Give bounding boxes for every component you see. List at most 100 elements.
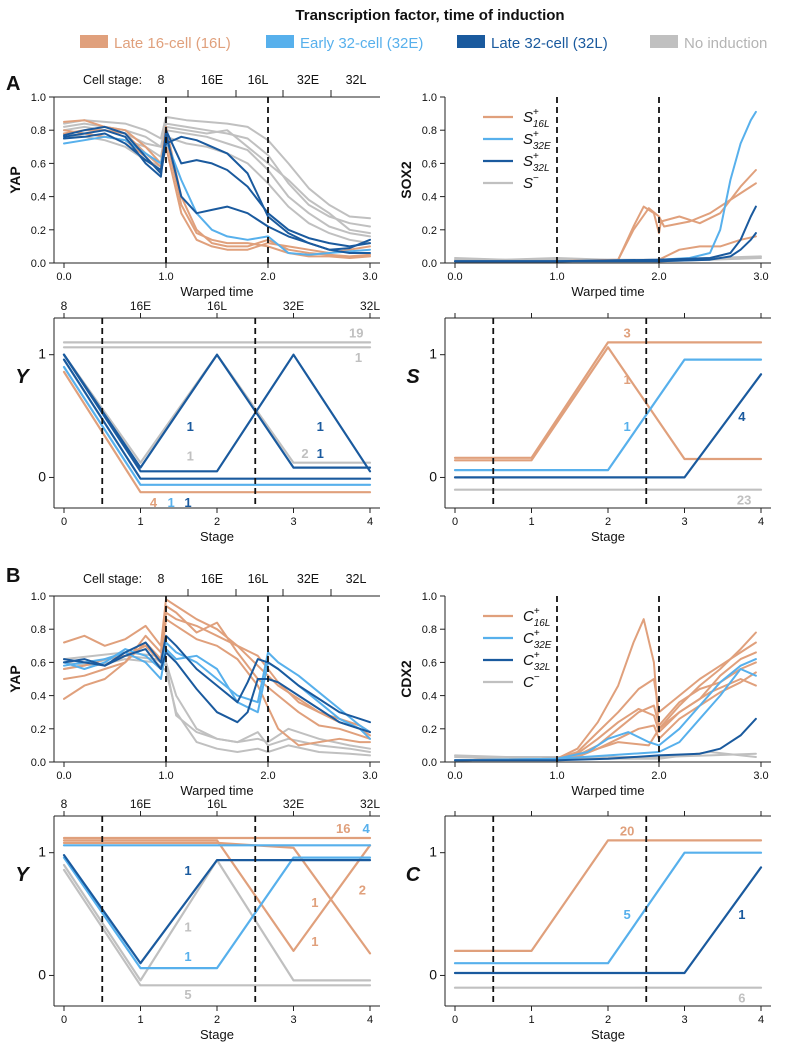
x-tick-label: 1 [528, 516, 534, 528]
x-tick-label: 4 [758, 516, 764, 528]
x-tick-label: 2 [605, 1014, 611, 1026]
x-tick-label: 1.0 [549, 271, 564, 283]
x-tick-label: 3 [681, 1014, 687, 1026]
stage-tick-label: 32L [346, 73, 367, 87]
y-tick-label: 1.0 [31, 591, 46, 603]
stage-tick-label: 32E [297, 73, 319, 87]
x-tick-label: 4 [367, 1014, 373, 1026]
series-line-c32E [62, 365, 372, 486]
x-tick-label: 1 [137, 516, 143, 528]
legend-swatch-32L [457, 35, 485, 48]
series-line-c16L [63, 611, 371, 737]
x-tick-label: 3.0 [753, 271, 768, 283]
top-stage-label: 8 [61, 797, 68, 811]
x-tick-label: 3 [681, 516, 687, 528]
count-label: 16 [336, 821, 350, 836]
x-axis-label: Warped time [571, 284, 644, 299]
chart-B-yap: 0.0 1.0 2.0 3.0 Warped time 0.0 0.2 0.4 0.6 0.8 1.… [7, 591, 380, 798]
legend-entry: C+ 32E [523, 628, 552, 651]
series-line-c32E [453, 851, 763, 965]
stage-tick-label: 32L [346, 572, 367, 586]
y-tick-label: 0.8 [31, 125, 46, 137]
y-tick-label: 0.4 [422, 192, 437, 204]
series-line-c16L [454, 678, 757, 762]
y-tick-label: 1 [38, 346, 46, 362]
x-tick-label: 2.0 [260, 271, 275, 283]
series-line-c32E [62, 856, 372, 970]
x-tick-label: 0.0 [56, 271, 71, 283]
series-line-none [63, 129, 371, 238]
figure-title: Transcription factor, time of induction [295, 7, 564, 24]
y-tick-label: 0 [429, 468, 437, 484]
x-axis-label: Stage [591, 1027, 625, 1042]
x-axis-label: Stage [591, 529, 625, 544]
x-tick-label: 1.0 [158, 271, 173, 283]
top-stage-label: 16E [130, 797, 151, 811]
top-stage-label: 8 [61, 299, 68, 313]
stage-tick-label: 8 [158, 73, 165, 87]
legend-entry: C+ 16L [523, 606, 550, 629]
x-tick-label: 0 [452, 1014, 458, 1026]
y-tick-label: 0.6 [31, 158, 46, 170]
y-tick-label: 1 [429, 346, 437, 362]
top-stage-label: 32E [283, 299, 304, 313]
cell-stage-header-a: Cell stage: 8 16E 16L 32E 32L [54, 73, 380, 98]
x-tick-label: 4 [367, 516, 373, 528]
count-label: 4 [738, 409, 746, 424]
x-tick-label: 0 [61, 516, 67, 528]
y-tick-label: 0.8 [31, 624, 46, 636]
series-line-none [63, 658, 371, 757]
series-line-c16L [453, 346, 763, 462]
top-stage-label: 16L [207, 797, 227, 811]
top-stage-label: 16L [207, 299, 227, 313]
top-stage-label: 32L [360, 797, 380, 811]
chart-A-yap: 0.0 1.0 2.0 3.0 Warped time 0.0 0.2 0.4 0.6 0.8 1.… [7, 92, 380, 299]
y-tick-label: 1 [38, 844, 46, 860]
x-tick-label: 0 [61, 1014, 67, 1026]
y-axis-label: SOX2 [398, 161, 414, 199]
y-tick-label: 0.2 [31, 225, 46, 237]
legend-label-32E: Early 32-cell (32E) [300, 35, 423, 52]
count-label: 1 [184, 863, 191, 878]
count-label: 1 [187, 419, 194, 434]
series-line-c32L [63, 132, 371, 254]
y-tick-label: 0.6 [422, 657, 437, 669]
panel-label-a: A [6, 73, 20, 95]
x-axis-label: Warped time [180, 284, 253, 299]
y-tick-label: 0.0 [422, 258, 437, 270]
x-axis-label: Warped time [571, 783, 644, 798]
y-tick-label: 1.0 [31, 92, 46, 104]
series-line-c32L [454, 232, 757, 263]
count-label: 20 [620, 824, 634, 839]
count-label: 5 [184, 987, 191, 1002]
series-line-c32E [454, 658, 757, 762]
x-tick-label: 2 [214, 1014, 220, 1026]
series-line-c32L [453, 373, 763, 479]
series-line-c16L [454, 618, 757, 762]
series-line-c32L [62, 358, 372, 480]
x-tick-label: 1.0 [549, 770, 564, 782]
figure-legend: Late 16-cell (16L) Early 32-cell (32E) L… [80, 35, 767, 52]
series-line-none [63, 115, 371, 220]
stage-tick-label: 16E [201, 73, 223, 87]
x-axis-label: Stage [200, 529, 234, 544]
count-label: 19 [349, 326, 363, 341]
legend-entry: S+ 32L [523, 151, 550, 174]
x-tick-label: 1 [528, 1014, 534, 1026]
count-label: 1 [317, 419, 324, 434]
count-label: 1 [187, 448, 194, 463]
count-label: 4 [150, 495, 158, 510]
legend-label-16L: Late 16-cell (16L) [114, 35, 231, 52]
series-line-c32E [453, 358, 763, 472]
legend-label-none: No induction [684, 35, 767, 52]
charts-container: 0.0 1.0 2.0 3.0 Warped time 0.0 0.2 0.4 0.6 0.8 1.… [7, 92, 771, 1042]
series-line-c16L [62, 839, 372, 953]
y-tick-label: 1.0 [422, 591, 437, 603]
x-axis-label: Warped time [180, 783, 253, 798]
chart-B-cdx2: 0.0 1.0 2.0 3.0 Warped time 0.0 0.2 0.4 0.6 0.8 1.… [398, 591, 771, 798]
x-tick-label: 3.0 [362, 770, 377, 782]
